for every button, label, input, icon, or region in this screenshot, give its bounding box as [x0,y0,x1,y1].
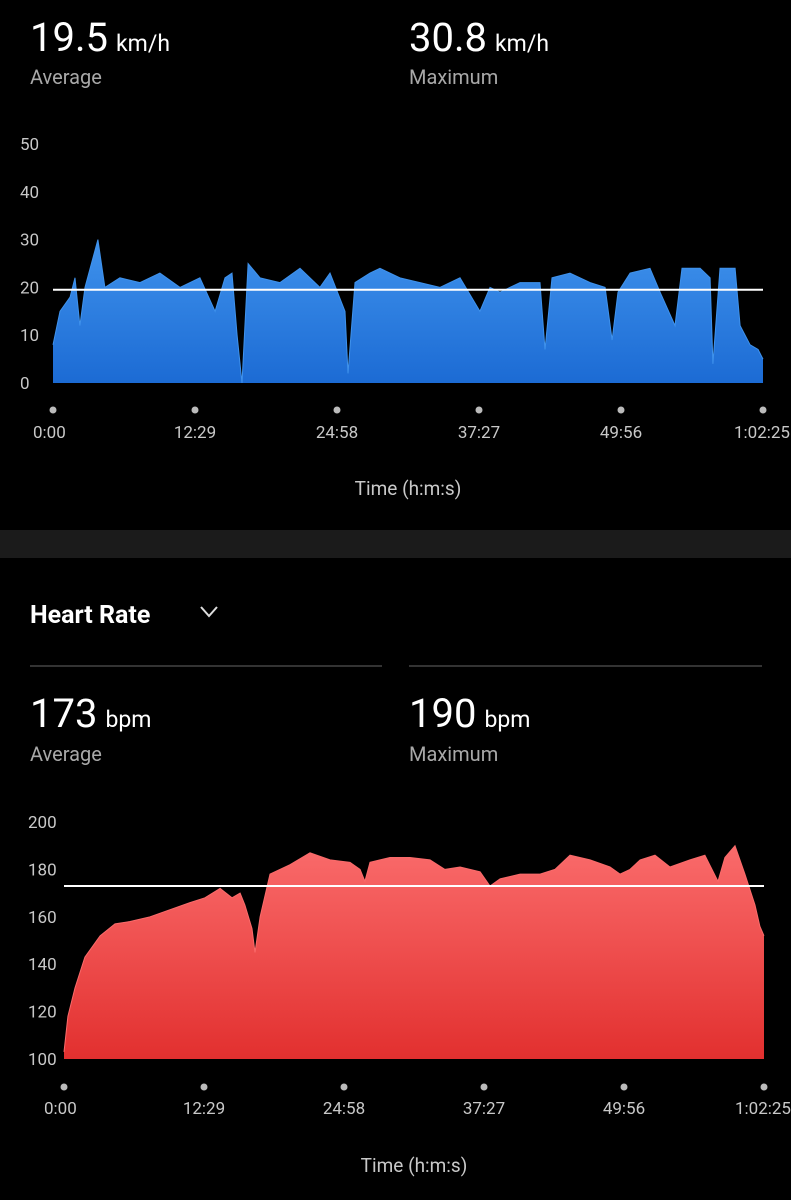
y-tick-label: 20 [20,278,39,298]
x-tick-label: 49:56 [600,423,642,443]
x-tick-dot [200,1083,208,1091]
x-tick-label: 12:29 [174,423,216,443]
y-tick-label: 0 [20,374,30,394]
x-axis-title: Time (h:m:s) [355,477,462,500]
x-tick-label: 49:56 [603,1099,645,1119]
area-line [63,844,765,1052]
stat-value: 19.5 [30,14,108,61]
x-tick-dot [60,1083,68,1091]
x-tick-dot [760,1083,768,1091]
stat-unit: km/h [495,30,549,57]
stat-unit: bpm [105,706,151,733]
area-fill [53,239,763,383]
x-tick-label: 1:02:25 [734,423,790,443]
y-tick-label: 50 [20,135,39,155]
x-tick-dot [620,1083,628,1091]
y-tick-label: 30 [20,231,39,251]
x-tick-dot [340,1083,348,1091]
x-axis-title: Time (h:m:s) [361,1154,468,1177]
x-tick-dot [480,1083,488,1091]
stat-label: Average [30,65,102,89]
x-tick-dot [759,406,767,414]
stat-label: Maximum [409,742,498,766]
y-tick-label: 160 [28,908,57,928]
stat: 173 bpm [30,690,151,737]
x-tick-label: 0:00 [44,1099,77,1119]
x-tick-dot [49,406,57,414]
x-tick-dot [617,406,625,414]
stat-value: 190 [409,690,476,737]
y-tick-label: 140 [28,955,57,975]
x-tick-label: 12:29 [183,1099,225,1119]
x-tick-label: 24:58 [323,1099,365,1119]
x-tick-label: 1:02:25 [735,1099,791,1119]
x-tick-label: 24:58 [316,423,358,443]
stat-label: Maximum [409,65,498,89]
y-tick-label: 120 [28,1003,57,1023]
y-tick-label: 10 [20,326,39,346]
stat-label: Average [30,742,102,766]
y-tick-label: 40 [20,183,39,203]
stat-unit: km/h [116,30,170,57]
x-tick-dot [333,406,341,414]
stat: 30.8 km/h [409,14,549,61]
stat-value: 173 [30,690,97,737]
x-tick-label: 0:00 [33,423,66,443]
y-tick-label: 180 [28,860,57,880]
x-tick-dot [475,406,483,414]
x-tick-dot [191,406,199,414]
stat-unit: bpm [484,706,530,733]
stat: 190 bpm [409,690,530,737]
area-fill [64,845,764,1059]
y-tick-label: 200 [28,813,57,833]
dropdown-chevron[interactable] [200,606,218,618]
y-tick-label: 100 [28,1050,57,1070]
area-line [52,239,764,384]
section-title[interactable]: Heart Rate [30,601,150,630]
x-tick-label: 37:27 [458,423,500,443]
x-tick-label: 37:27 [463,1099,505,1119]
stat-value: 30.8 [409,14,487,61]
section-separator [0,530,791,558]
stat: 19.5 km/h [30,14,170,61]
